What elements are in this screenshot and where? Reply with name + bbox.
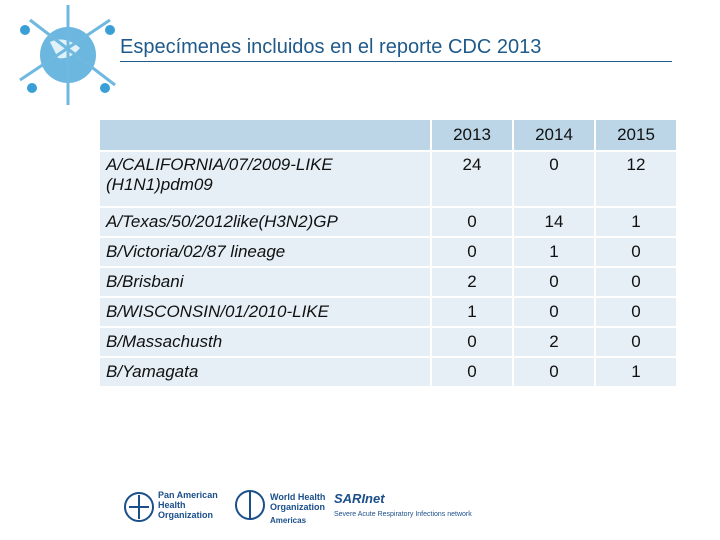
row: B/Victoria/02/87 lineage 0 1 0: [98, 236, 678, 268]
cell: B/WISCONSIN/01/2010-LIKE: [98, 296, 432, 328]
sarinet-full: Severe Acute Respiratory Infections netw…: [334, 511, 472, 518]
text: Organization: [158, 510, 214, 520]
sarinet: SARInet: [334, 491, 385, 506]
cell: A/Texas/50/2012like(H3N2)GP: [98, 206, 432, 238]
cell: 0: [594, 236, 678, 268]
cell: 1: [594, 206, 678, 238]
cell: 1: [594, 356, 678, 388]
paho-name: Pan American Health Organization: [158, 490, 218, 520]
row: B/Massachusth 0 2 0: [98, 326, 678, 358]
cell: A/CALIFORNIA/07/2009-LIKE (H1N1)pdm09: [98, 150, 432, 208]
cell: 2: [430, 266, 514, 298]
who-name: World Health Organization: [270, 492, 325, 512]
cell: B/Brisbani: [98, 266, 432, 298]
cell: 0: [430, 236, 514, 268]
row: B/Brisbani 2 0 0: [98, 266, 678, 298]
text: Organization: [270, 502, 326, 512]
cell: 0: [594, 266, 678, 298]
header-cell: 2015: [594, 118, 678, 152]
cell: 0: [512, 356, 596, 388]
cell: 0: [430, 206, 514, 238]
text: World Health: [270, 492, 326, 502]
data-table: 2013 2014 2015 A/CALIFORNIA/07/2009-LIKE (H…: [98, 118, 678, 388]
cell: 0: [430, 356, 514, 388]
cell: B/Yamagata: [98, 356, 432, 388]
row: A/CALIFORNIA/07/2009-LIKE (H1N1)pdm09 24 0…: [98, 150, 678, 208]
header-cell: 2013: [430, 118, 514, 152]
cell: 14: [512, 206, 596, 238]
header-row: 2013 2014 2015: [98, 118, 678, 152]
title: Especímenes incluidos en el reporte CDC …: [120, 36, 672, 62]
text: Health: [158, 500, 186, 510]
paho-logo: [124, 492, 154, 522]
cell: 2: [512, 326, 596, 358]
cell: B/Victoria/02/87 lineage: [98, 236, 432, 268]
cell: 0: [594, 326, 678, 358]
cell: 0: [430, 326, 514, 358]
cell: 0: [594, 296, 678, 328]
cell: 12: [594, 150, 678, 208]
cell: 0: [512, 266, 596, 298]
cell: 0: [512, 150, 596, 208]
who-logo: [235, 490, 265, 520]
row: B/WISCONSIN/01/2010-LIKE 1 0 0: [98, 296, 678, 328]
header-cell: 2014: [512, 118, 596, 152]
who-region: Americas: [270, 516, 307, 525]
cell: 24: [430, 150, 514, 208]
cell: B/Massachusth: [98, 326, 432, 358]
logo: [19, 5, 116, 105]
cell: 0: [512, 296, 596, 328]
text: Pan American: [158, 490, 218, 500]
header-cell: [98, 118, 432, 152]
row: B/Yamagata 0 0 1: [98, 356, 678, 388]
cell: 1: [430, 296, 514, 328]
row: A/Texas/50/2012like(H3N2)GP 0 14 1: [98, 206, 678, 238]
cell: 1: [512, 236, 596, 268]
